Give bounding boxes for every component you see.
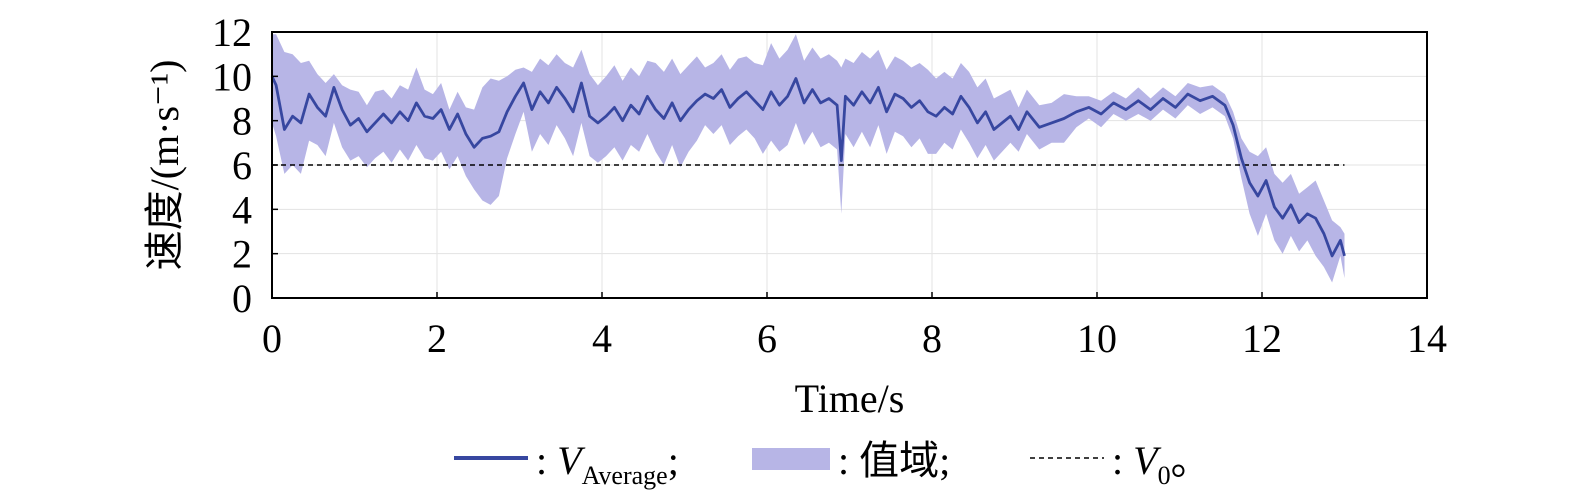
x-tick-label: 8 <box>922 316 942 361</box>
average-speed-line <box>270 75 1346 258</box>
x-axis-title: Time/s <box>795 376 905 421</box>
y-tick-label: 8 <box>232 99 252 144</box>
x-tick-label: 12 <box>1242 316 1282 361</box>
y-tick-label: 2 <box>232 232 252 277</box>
y-tick-label: 6 <box>232 143 252 188</box>
legend-label-reference: : V0。 <box>1112 438 1211 490</box>
y-tick-label: 4 <box>232 187 252 232</box>
legend-label-range: : 值域; <box>838 438 950 483</box>
y-tick-label: 0 <box>232 276 252 321</box>
x-tick-label: 10 <box>1077 316 1117 361</box>
y-tick-label: 10 <box>212 54 252 99</box>
x-axis-ticks: 0 2 4 6 8 10 12 14 <box>262 292 1447 361</box>
x-tick-label: 2 <box>427 316 447 361</box>
y-tick-label: 12 <box>212 10 252 55</box>
legend-label-average: : VAverage; <box>536 438 679 490</box>
x-tick-label: 0 <box>262 316 282 361</box>
x-tick-label: 4 <box>592 316 612 361</box>
range-band <box>272 34 1345 283</box>
legend-swatch-range <box>752 448 830 470</box>
x-tick-label: 14 <box>1407 316 1447 361</box>
legend: : VAverage; : 值域; : V0。 <box>454 438 1211 490</box>
y-axis-title: 速度/(m·s⁻¹) <box>142 60 187 271</box>
x-tick-label: 6 <box>757 316 777 361</box>
